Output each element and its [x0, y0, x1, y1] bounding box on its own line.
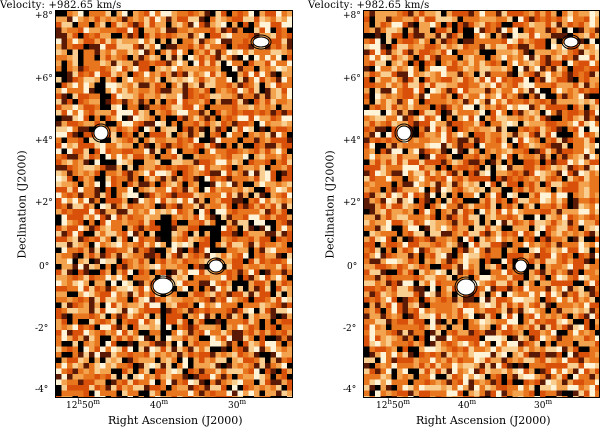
noise-pixels [56, 11, 292, 397]
radio-source-contour [206, 257, 226, 275]
ra-tick-label: 30m [534, 398, 553, 412]
ra-tick-label: 40m [150, 398, 169, 412]
radio-source-contour [561, 34, 581, 50]
dec-tick-label: +8° [35, 11, 53, 21]
sky-map-frame [363, 10, 600, 398]
radio-source-contour [394, 123, 414, 143]
dec-tick-label: -2° [343, 324, 357, 334]
dec-tick-label: +4° [343, 136, 361, 146]
ra-tick-label: 40m [458, 398, 477, 412]
dec-tick-label: +4° [35, 136, 53, 146]
radio-source-contour [91, 123, 111, 143]
dec-tick-label: +6° [343, 74, 361, 84]
ra-tick-label: 30m [228, 398, 247, 412]
velocity-label: Velocity: +982.65 km/s [0, 0, 122, 11]
ra-tick-label: 12h50m [66, 398, 101, 412]
radio-source-contour [250, 34, 272, 50]
radio-source-contour [150, 275, 176, 297]
velocity-label: Velocity: +982.65 km/s [308, 0, 430, 11]
sky-map-image [56, 11, 292, 397]
x-axis-label: Right Ascension (J2000) [416, 414, 551, 427]
dec-tick-label: +2° [343, 198, 361, 208]
radio-source-contour [512, 257, 530, 275]
dec-tick-label: +8° [343, 11, 361, 21]
noise-pixels [364, 11, 599, 397]
sky-map-frame [55, 10, 293, 398]
left-panel: Velocity: +982.65 km/s Declination (J200… [0, 0, 293, 427]
sky-map-image [364, 11, 599, 397]
y-axis-label: Declination (J2000) [323, 150, 337, 259]
dec-tick-label: 0° [347, 262, 358, 272]
dec-tick-label: +2° [35, 198, 53, 208]
radio-source-contour [454, 276, 478, 298]
dec-tick-label: 0° [39, 262, 50, 272]
y-axis-label: Declination (J2000) [15, 150, 29, 259]
ra-tick-label: 12h50m [376, 398, 411, 412]
dec-tick-label: -4° [35, 385, 49, 395]
x-axis-label: Right Ascension (J2000) [108, 414, 243, 427]
right-panel: Velocity: +982.65 km/s Declination (J200… [300, 0, 600, 429]
dec-tick-label: +6° [35, 74, 53, 84]
dec-tick-label: -4° [343, 385, 357, 395]
dec-tick-label: -2° [35, 324, 49, 334]
